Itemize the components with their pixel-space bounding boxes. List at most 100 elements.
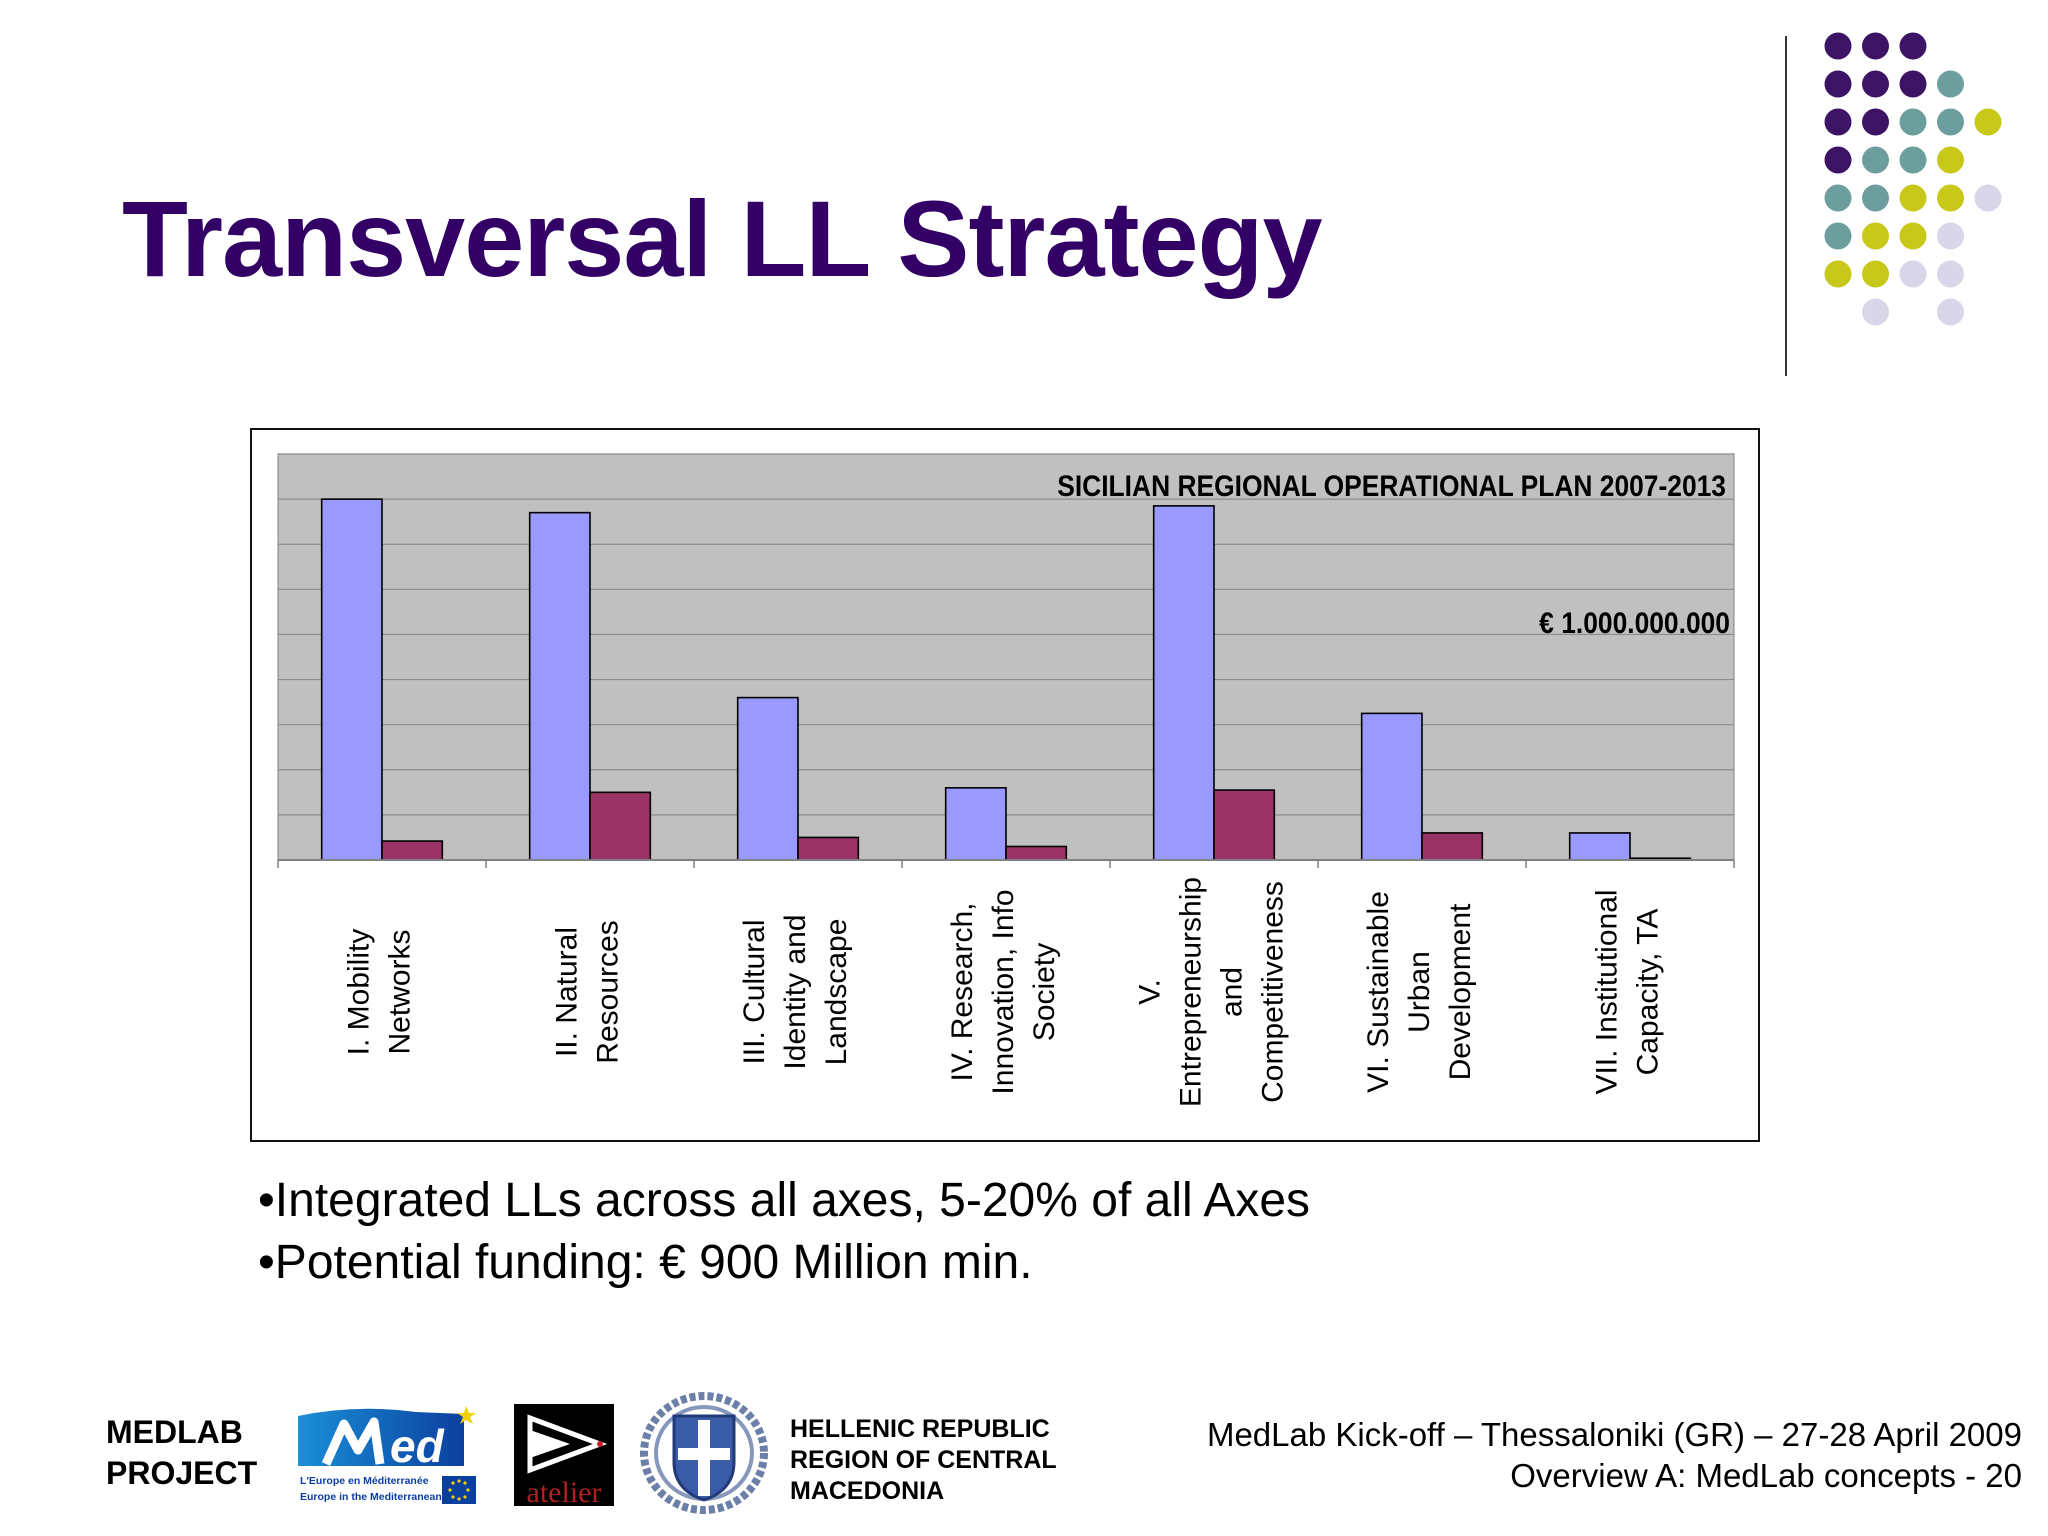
decorative-dot	[1937, 298, 1964, 326]
decorative-dot	[1824, 184, 1852, 212]
x-tick-label: III. Cultural Identity and Landscape	[738, 914, 853, 1069]
decorative-dot	[1899, 184, 1927, 212]
page-number-line: Overview A: MedLab concepts - 20	[1510, 1457, 2022, 1494]
bar	[381, 840, 444, 861]
x-tick-label-line: III. Cultural	[738, 919, 771, 1064]
x-tick-label: VI. Sustainable Urban Development	[1362, 891, 1477, 1093]
x-tick-label-line: Entrepreneurship	[1174, 877, 1207, 1107]
slide-title: Transversal LL Strategy	[122, 178, 1323, 299]
decorative-dot	[1974, 184, 2002, 212]
decorative-dot	[1899, 70, 1927, 98]
x-tick-label: IV. Research, Innovation, Info Society	[946, 889, 1061, 1094]
x-tick-labels: I. Mobility Networks II. Natural Resources I…	[342, 877, 1664, 1107]
decorative-divider	[1785, 36, 1787, 376]
decorative-dot	[1862, 298, 1889, 326]
x-tick-label-line: Networks	[383, 929, 416, 1054]
decorative-dot	[1862, 32, 1889, 60]
decorative-dot	[1862, 146, 1889, 174]
x-tick-label-line: V.	[1133, 979, 1166, 1005]
x-tick-label-line: VI. Sustainable	[1362, 891, 1395, 1093]
decorative-dot	[1824, 260, 1852, 288]
bar	[589, 791, 652, 861]
footer-event-info: MedLab Kick-off – Thessaloniki (GR) – 27…	[1207, 1414, 2022, 1496]
atelier-logo: atelier	[514, 1404, 614, 1506]
project-label: MEDLAB PROJECT	[106, 1412, 257, 1494]
project-label-line: PROJECT	[106, 1455, 258, 1491]
decorative-dot	[1899, 108, 1927, 136]
decorative-dot-grid	[1824, 32, 2002, 326]
bar	[528, 511, 591, 861]
med-logo-caption: Europe in the Mediterranean	[300, 1491, 442, 1503]
chart-frame: I. Mobility Networks II. Natural Resources I…	[250, 428, 1760, 1142]
decorative-dot	[1937, 146, 1964, 174]
decorative-dot	[1899, 146, 1927, 174]
decorative-dot	[1862, 70, 1889, 98]
x-tick-label-line: Development	[1444, 903, 1477, 1080]
project-label-line: MEDLAB	[106, 1414, 243, 1450]
x-tick-label: II. Natural Resources	[550, 920, 624, 1063]
atelier-logo-text: atelier	[527, 1476, 602, 1506]
decorative-dot	[1862, 260, 1889, 288]
hellenic-republic-emblem	[640, 1392, 768, 1514]
bar-chart: I. Mobility Networks II. Natural Resources I…	[277, 453, 1735, 1107]
med-programme-logo: ed L'Europe en Méditerranée Europe in th…	[298, 1406, 478, 1506]
decorative-dot	[1824, 70, 1852, 98]
x-tick-label-line: and	[1215, 967, 1248, 1017]
bar	[1568, 832, 1631, 861]
bullet-item: •Potential funding: € 900 Million min.	[258, 1236, 1033, 1289]
x-tick-label-line: IV. Research,	[946, 903, 979, 1082]
bar	[797, 836, 860, 861]
x-tick-label-line: Resources	[591, 920, 624, 1063]
gridlines	[278, 453, 1734, 816]
x-tick-label-line: Landscape	[820, 919, 853, 1066]
bars	[320, 498, 1692, 861]
x-tick-label-line: VII. Institutional	[1590, 889, 1623, 1094]
decorative-dot	[1937, 222, 1964, 250]
decorative-dot	[1862, 222, 1889, 250]
bar	[1152, 505, 1215, 861]
x-tick-label-line: Competitiveness	[1256, 881, 1289, 1103]
decorative-dot	[1974, 108, 2002, 136]
decorative-dot	[1862, 108, 1889, 136]
x-tick-label-line: Urban	[1403, 951, 1436, 1033]
chart-title: SICILIAN REGIONAL OPERATIONAL PLAN 2007-…	[1057, 468, 1726, 502]
decorative-dot	[1937, 108, 1964, 136]
bullet-list: •Integrated LLs across all axes, 5-20% o…	[258, 1170, 1310, 1294]
decorative-dot	[1937, 70, 1964, 98]
bar	[1360, 712, 1423, 861]
decorative-dot	[1899, 222, 1927, 250]
bar	[736, 696, 799, 861]
bar	[1213, 789, 1276, 861]
chart-annotation: € 1.000.000.000	[1539, 605, 1730, 639]
decorative-dot	[1824, 108, 1852, 136]
decorative-dot	[1862, 184, 1889, 212]
x-tick-label-line: Society	[1028, 943, 1061, 1041]
decorative-dot	[1899, 32, 1927, 60]
x-axis	[277, 859, 1735, 868]
x-tick-label: VII. Institutional Capacity, TA	[1590, 889, 1664, 1094]
bar	[1005, 845, 1068, 861]
decorative-dot	[1824, 32, 1852, 60]
x-tick-label-line: Capacity, TA	[1631, 909, 1664, 1076]
bar	[320, 498, 383, 861]
region-label-line: REGION OF CENTRAL	[790, 1446, 1057, 1474]
decorative-dot	[1899, 260, 1927, 288]
decorative-dot	[1937, 184, 1964, 212]
bullet-item: •Integrated LLs across all axes, 5-20% o…	[258, 1174, 1311, 1227]
svg-text:ed: ed	[390, 1420, 445, 1472]
x-tick-label-line: II. Natural	[550, 927, 583, 1057]
event-line: MedLab Kick-off – Thessaloniki (GR) – 27…	[1206, 1416, 2022, 1453]
decorative-dot	[1824, 222, 1852, 250]
bar	[1421, 832, 1484, 861]
decorative-dot	[1824, 146, 1852, 174]
x-tick-label: V. Entrepreneurship and Competitiveness	[1133, 877, 1289, 1107]
x-tick-label-line: Innovation, Info	[987, 889, 1020, 1094]
med-logo-caption: L'Europe en Méditerranée	[300, 1475, 429, 1487]
decorative-dot	[1937, 260, 1964, 288]
x-tick-label: I. Mobility Networks	[342, 929, 416, 1056]
x-tick-label-line: I. Mobility	[342, 929, 375, 1056]
x-tick-label-line: Identity and	[779, 914, 812, 1069]
region-label: HELLENIC REPUBLIC REGION OF CENTRAL MACE…	[790, 1414, 1057, 1507]
region-label-line: HELLENIC REPUBLIC	[790, 1415, 1050, 1443]
bar	[944, 787, 1007, 861]
